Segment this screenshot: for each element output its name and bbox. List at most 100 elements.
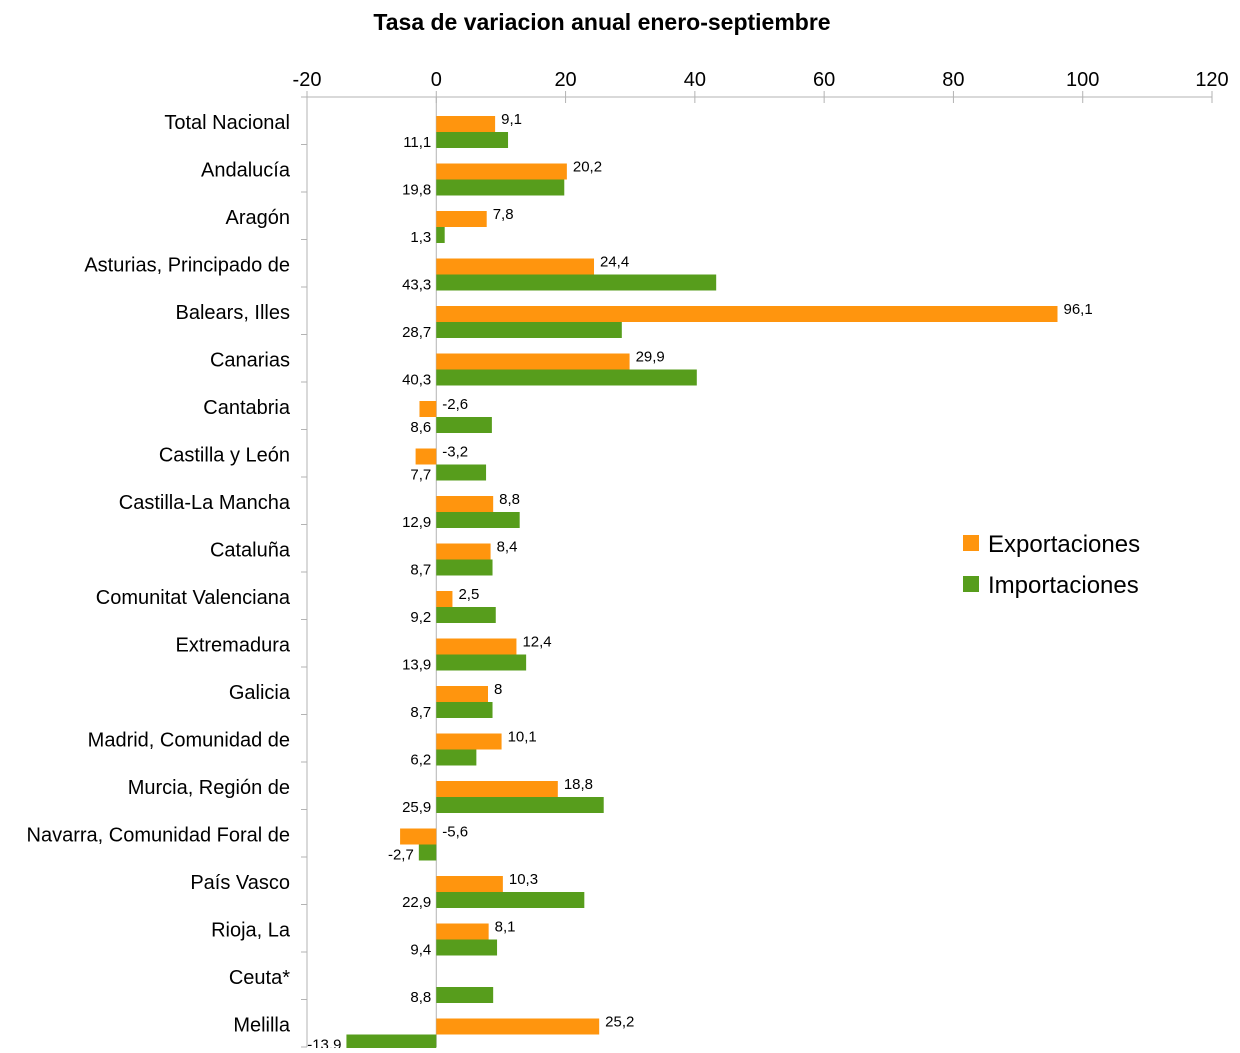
bar-exportaciones (436, 163, 567, 180)
data-label-exportaciones: 8 (494, 681, 502, 698)
data-label-importaciones: -2,7 (388, 847, 414, 864)
data-label-exportaciones: 8,4 (497, 539, 518, 556)
data-label-importaciones: 8,6 (410, 419, 431, 436)
data-label-exportaciones: 10,1 (508, 729, 537, 746)
chart-title: Tasa de variacion anual enero-septiembre (373, 9, 830, 35)
data-label-importaciones: 8,7 (410, 704, 431, 721)
bar-importaciones (436, 797, 604, 813)
bar-exportaciones (436, 353, 630, 370)
bar-importaciones (436, 702, 493, 718)
x-tick-label: 60 (813, 69, 835, 91)
data-label-exportaciones: 29,9 (636, 349, 665, 366)
data-label-importaciones: 22,9 (402, 894, 431, 911)
bar-exportaciones (436, 591, 453, 607)
category-label: Rioja, La (211, 919, 291, 941)
data-label-importaciones: 11,1 (403, 134, 431, 151)
bar-exportaciones (436, 211, 487, 227)
category-label: Cantabria (203, 397, 291, 419)
bar-exportaciones (436, 876, 503, 892)
bar-exportaciones (436, 686, 488, 702)
data-label-importaciones: 25,9 (402, 799, 431, 816)
category-label: Cataluña (210, 539, 291, 561)
category-label: Castilla y León (159, 444, 290, 466)
x-tick-label: 40 (684, 69, 706, 91)
data-label-importaciones: 12,9 (402, 514, 431, 531)
bar-importaciones (346, 1034, 437, 1051)
data-label-exportaciones: 96,1 (1064, 301, 1093, 318)
category-label: Ceuta* (229, 967, 290, 989)
category-label: Madrid, Comunidad de (88, 729, 290, 751)
bar-importaciones (436, 417, 492, 433)
bar-exportaciones (400, 828, 437, 845)
bar-exportaciones (436, 258, 595, 275)
data-label-importaciones: 19,8 (402, 182, 431, 199)
data-label-exportaciones: 25,2 (605, 1014, 634, 1031)
bar-importaciones (436, 939, 498, 956)
data-label-exportaciones: 24,4 (600, 254, 629, 271)
bar-importaciones (436, 559, 493, 576)
x-tick-label: -20 (293, 69, 322, 91)
data-label-exportaciones: 2,5 (458, 586, 479, 603)
bar-exportaciones (436, 781, 558, 797)
category-label: Total Nacional (164, 112, 290, 134)
data-label-exportaciones: 8,1 (495, 919, 516, 936)
data-label-exportaciones: 12,4 (522, 634, 551, 651)
data-label-importaciones: 43,3 (402, 277, 431, 294)
x-tick-label: 120 (1195, 69, 1228, 91)
bar-exportaciones (436, 543, 491, 560)
x-tick-label: 0 (431, 69, 442, 91)
bar-exportaciones (436, 923, 489, 940)
bar-exportaciones (415, 448, 437, 465)
bar-importaciones (436, 749, 477, 766)
bar-importaciones (436, 464, 487, 481)
bar-importaciones (418, 844, 437, 861)
data-label-importaciones: 9,4 (410, 942, 431, 959)
x-tick-label: 20 (554, 69, 576, 91)
category-label: Galicia (229, 682, 291, 704)
category-label: Castilla-La Mancha (119, 492, 291, 514)
bar-importaciones (436, 179, 565, 196)
data-label-importaciones: 28,7 (402, 324, 431, 341)
bar-importaciones (436, 227, 445, 243)
data-label-exportaciones: -5,6 (442, 824, 468, 841)
category-label: Extremadura (176, 634, 291, 656)
category-label: Andalucía (201, 159, 291, 181)
bar-exportaciones (436, 638, 517, 655)
data-label-importaciones: -13,9 (307, 1037, 341, 1049)
data-label-importaciones: 13,9 (402, 657, 431, 674)
category-label: Navarra, Comunidad Foral de (27, 824, 290, 846)
bar-exportaciones (436, 733, 502, 750)
bar-exportaciones (436, 306, 1058, 322)
category-label: Canarias (210, 349, 290, 371)
data-label-importaciones: 40,3 (402, 372, 431, 389)
x-tick-label: 100 (1066, 69, 1099, 91)
data-label-exportaciones: 8,8 (499, 491, 520, 508)
data-label-exportaciones: 9,1 (501, 111, 522, 128)
legend-swatch-importaciones (963, 576, 979, 592)
legend-label: Importaciones (988, 572, 1139, 599)
data-label-importaciones: 8,7 (410, 562, 431, 579)
bar-importaciones (436, 607, 496, 623)
data-label-importaciones: 9,2 (410, 609, 431, 626)
category-label: Melilla (233, 1014, 291, 1036)
bar-importaciones (436, 892, 585, 908)
data-label-exportaciones: 18,8 (564, 776, 593, 793)
category-label: Balears, Illes (176, 302, 291, 324)
bar-exportaciones (436, 496, 494, 512)
category-label: Comunitat Valenciana (96, 587, 291, 609)
data-label-importaciones: 6,2 (410, 752, 431, 769)
data-label-exportaciones: -3,2 (442, 444, 468, 461)
x-tick-label: 80 (942, 69, 964, 91)
data-label-importaciones: 8,8 (410, 989, 431, 1006)
bar-exportaciones (436, 116, 496, 132)
data-label-exportaciones: 10,3 (509, 871, 538, 888)
data-label-importaciones: 1,3 (410, 229, 431, 246)
bar-importaciones (436, 274, 717, 291)
data-label-exportaciones: 20,2 (573, 159, 602, 176)
data-label-importaciones: 7,7 (410, 467, 431, 484)
bar-importaciones (436, 369, 697, 386)
legend-swatch-exportaciones (963, 535, 979, 551)
data-label-exportaciones: 7,8 (493, 206, 514, 223)
legend-label: Exportaciones (988, 531, 1140, 558)
